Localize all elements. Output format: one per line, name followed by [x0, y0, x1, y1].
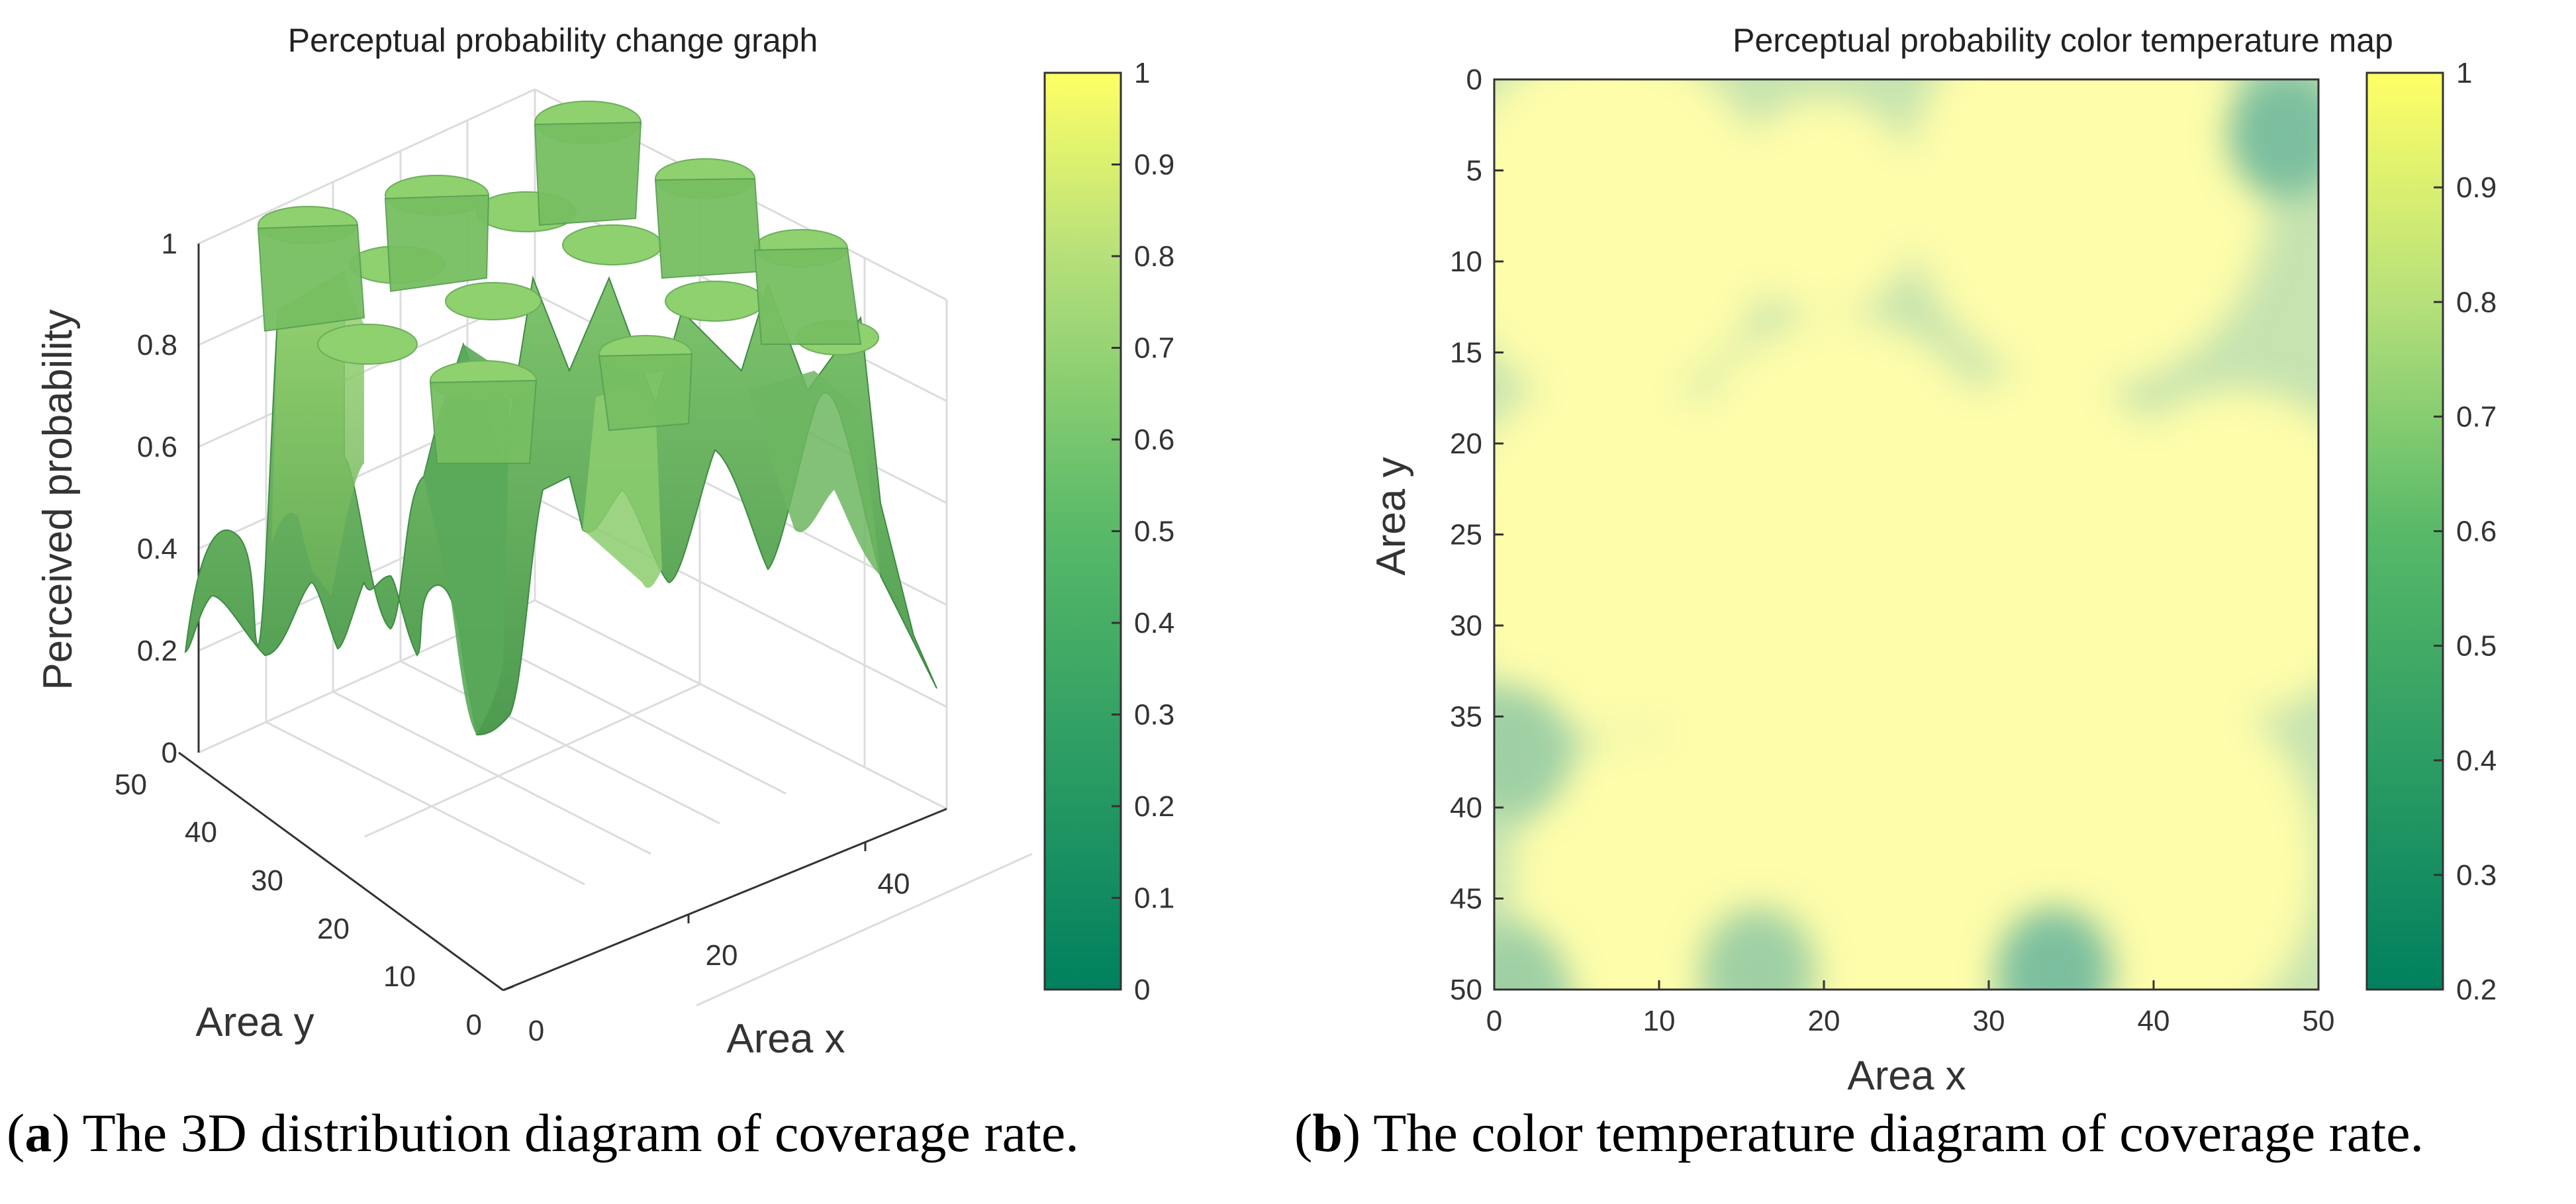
heatmap-y-tick: 5: [1466, 155, 1482, 187]
caption-b-label: b: [1312, 1103, 1343, 1163]
x-tick: 40: [878, 868, 910, 900]
chart-a-title: Perceptual probability change graph: [288, 22, 818, 59]
z-tick: 0.6: [137, 431, 177, 463]
heatmap-y-tick: 50: [1450, 974, 1482, 1006]
heatmap-y-tick: 45: [1450, 883, 1482, 915]
heatmap-low-regions: [1494, 79, 2318, 990]
colorbar-tick-label: 0.5: [2456, 630, 2497, 663]
heatmap-y-label: Area y: [1368, 457, 1414, 575]
heatmap-y-tick: 20: [1450, 428, 1482, 460]
heatmap-y-tick: 10: [1450, 246, 1482, 278]
heatmap-y-ticks: 0 5 10 15 20 25 30 35 40 45 50: [1450, 64, 1503, 1006]
colorbar-b: [2365, 71, 2444, 991]
z-axis-ticks: 0 0.2 0.4 0.6 0.8 1: [137, 228, 177, 769]
colorbar-tick-label: 0.7: [1134, 332, 1174, 365]
caption-b: (b) The color temperature diagram of cov…: [1294, 1103, 2424, 1163]
colorbar-tick-label: 0.4: [1134, 607, 1174, 639]
heatmap-low-region: [1700, 907, 1816, 990]
colorbar-tick-label: 0.7: [2456, 400, 2497, 433]
y-tick: 30: [251, 864, 283, 897]
caption-a-label: a: [24, 1103, 52, 1163]
surface-mesh: [184, 101, 937, 736]
y-tick: 40: [185, 816, 217, 849]
caption-a: (a) The 3D distribution diagram of cover…: [7, 1103, 1079, 1163]
z-tick: 0.4: [137, 533, 177, 565]
heatmap-low-region: [1494, 689, 1569, 817]
colorbar-tick-label: 0.6: [1134, 424, 1174, 456]
heatmap-x-tick: 10: [1643, 1005, 1676, 1037]
colorbar-tick-label: 0.5: [1134, 516, 1174, 548]
colorbar-a-ticks: 0 0.1 0.2 0.3 0.4 0.5 0.6 0.7 0.8 0.9 1: [1112, 57, 1174, 1006]
heatmap-x-tick: 0: [1486, 1005, 1502, 1037]
colorbar-tick-label: 0.3: [2456, 859, 2497, 892]
y-tick: 0: [466, 1009, 482, 1041]
colorbar-tick-label: 0.3: [1134, 699, 1174, 731]
heatmap-coverage-circle: [1494, 79, 1775, 407]
colorbar-tick-label: 0.2: [1134, 790, 1174, 823]
x-axis-label: Area x: [726, 1016, 845, 1062]
y-axis-ticks: 0 10 20 30 40 50: [115, 768, 482, 1041]
heatmap-chart: Perceptual probability color temperature…: [1368, 22, 2497, 1099]
caption-a-text: The 3D distribution diagram of coverage …: [70, 1103, 1079, 1163]
heatmap-y-tick: 40: [1450, 792, 1482, 824]
chart-a-front-axes: [178, 244, 947, 992]
heatmap-y-tick: 15: [1450, 337, 1482, 369]
colorbar-tick-label: 0.8: [1134, 240, 1174, 273]
z-axis-label: Perceived probability: [35, 309, 81, 690]
colorbar-tick-label: 1: [1134, 57, 1150, 89]
colorbar-a: [1043, 71, 1122, 991]
colorbar-tick-label: 0.9: [1134, 149, 1174, 181]
y-tick: 10: [383, 960, 416, 993]
heatmap-x-tick: 30: [1973, 1005, 2005, 1037]
y-tick: 50: [115, 768, 147, 801]
caption-b-text: The color temperature diagram of coverag…: [1360, 1103, 2424, 1163]
heatmap-coverage-circle: [1725, 97, 1923, 316]
colorbar-tick-label: 0.9: [2456, 171, 2497, 204]
heatmap-x-ticks: 0 10 20 30 40 50: [1486, 980, 2335, 1037]
colorbar-tick-label: 0.6: [2456, 516, 2497, 548]
heatmap-y-tick: 35: [1450, 701, 1482, 733]
heatmap-low-region: [1494, 925, 1569, 990]
x-tick: 20: [706, 939, 738, 972]
colorbar-tick-label: 0.2: [2456, 974, 2497, 1006]
colorbar-b-ticks: 0.2 0.3 0.4 0.5 0.6 0.7 0.8 0.9 1: [2434, 57, 2497, 1006]
z-tick: 1: [162, 228, 177, 260]
heatmap-y-tick: 25: [1450, 519, 1482, 551]
x-tick: 0: [528, 1015, 544, 1047]
heatmap-field: [1494, 79, 2318, 990]
heatmap-y-tick: 30: [1450, 610, 1482, 642]
colorbar-tick-label: 0.1: [1134, 882, 1174, 915]
z-tick: 0: [162, 737, 177, 769]
heatmap-low-region: [1997, 907, 2113, 990]
x-axis-ticks: 0 20 40: [528, 868, 910, 1047]
heatmap-y-tick: 0: [1466, 64, 1482, 96]
colorbar-tick-label: 0.8: [2456, 286, 2497, 318]
heatmap-x-label: Area x: [1847, 1053, 1966, 1099]
heatmap-coverage-circle: [1510, 735, 1775, 990]
heatmap-low-region: [2228, 79, 2318, 198]
colorbar-tick-label: 0: [1134, 974, 1150, 1006]
heatmap-coverage-circle: [1906, 79, 2269, 389]
z-tick: 0.2: [137, 635, 177, 667]
heatmap-x-tick: 20: [1808, 1005, 1840, 1037]
y-tick: 20: [317, 913, 350, 945]
colorbar-tick-label: 0.4: [2456, 745, 2497, 777]
colorbar-tick-label: 1: [2456, 57, 2472, 89]
chart-b-title: Perceptual probability color temperature…: [1733, 22, 2393, 59]
surface-chart: Perceptual probability change graph: [35, 22, 1174, 1062]
y-axis-label: Area y: [195, 999, 314, 1045]
heatmap-x-tick: 40: [2138, 1005, 2170, 1037]
z-tick: 0.8: [137, 329, 177, 361]
heatmap-x-tick: 50: [2303, 1005, 2335, 1037]
